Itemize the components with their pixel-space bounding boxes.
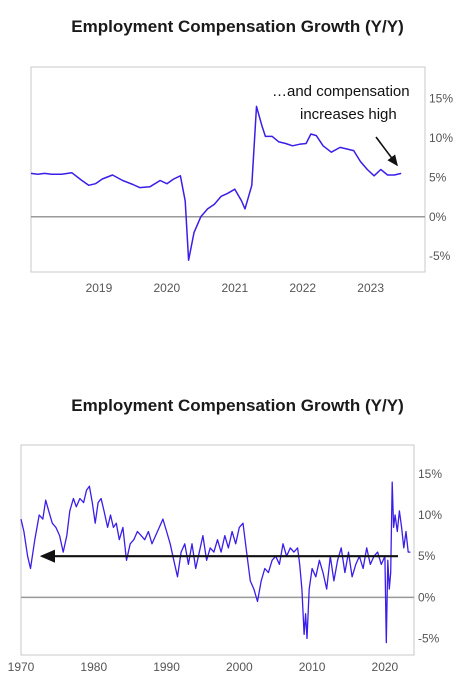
y-tick-label: 5% [418,549,436,563]
y-tick-label: 10% [418,508,442,522]
y-tick-label: 10% [429,131,453,145]
x-tick-label: 1980 [80,660,107,674]
annotation-line-1: …and compensation [272,83,410,100]
x-tick-label: 1990 [153,660,180,674]
x-tick-label: 2022 [289,281,316,295]
chart-title-bottom: Employment Compensation Growth (Y/Y) [71,396,404,415]
annotation-line-2: increases high [300,106,397,123]
y-tick-label: 0% [418,590,436,604]
y-tick-label: 0% [429,210,447,224]
x-tick-label: 2021 [221,281,248,295]
chart-top: 15% 10% 5% 0% -5% 2019 2020 2021 2022 2023 …and … [30,66,453,295]
plot-frame [30,66,426,273]
y-tick-label: -5% [429,249,451,263]
x-tick-label: 2010 [299,660,326,674]
chart-title-top: Employment Compensation Growth (Y/Y) [71,17,404,36]
x-tick-label: 2000 [226,660,253,674]
annotation-arrow [375,136,398,167]
y-tick-label: 5% [429,170,447,184]
y-tick-label: 15% [418,467,442,481]
x-tick-label: 2020 [372,660,399,674]
plot-frame [20,444,415,656]
y-tick-label: 15% [429,92,453,106]
x-tick-label: 2023 [357,281,384,295]
y-tick-label: -5% [418,632,440,646]
x-tick-label: 2020 [154,281,181,295]
series-line [20,481,411,644]
x-tick-label: 1970 [8,660,35,674]
series-line [30,105,402,261]
x-tick-label: 2019 [86,281,113,295]
